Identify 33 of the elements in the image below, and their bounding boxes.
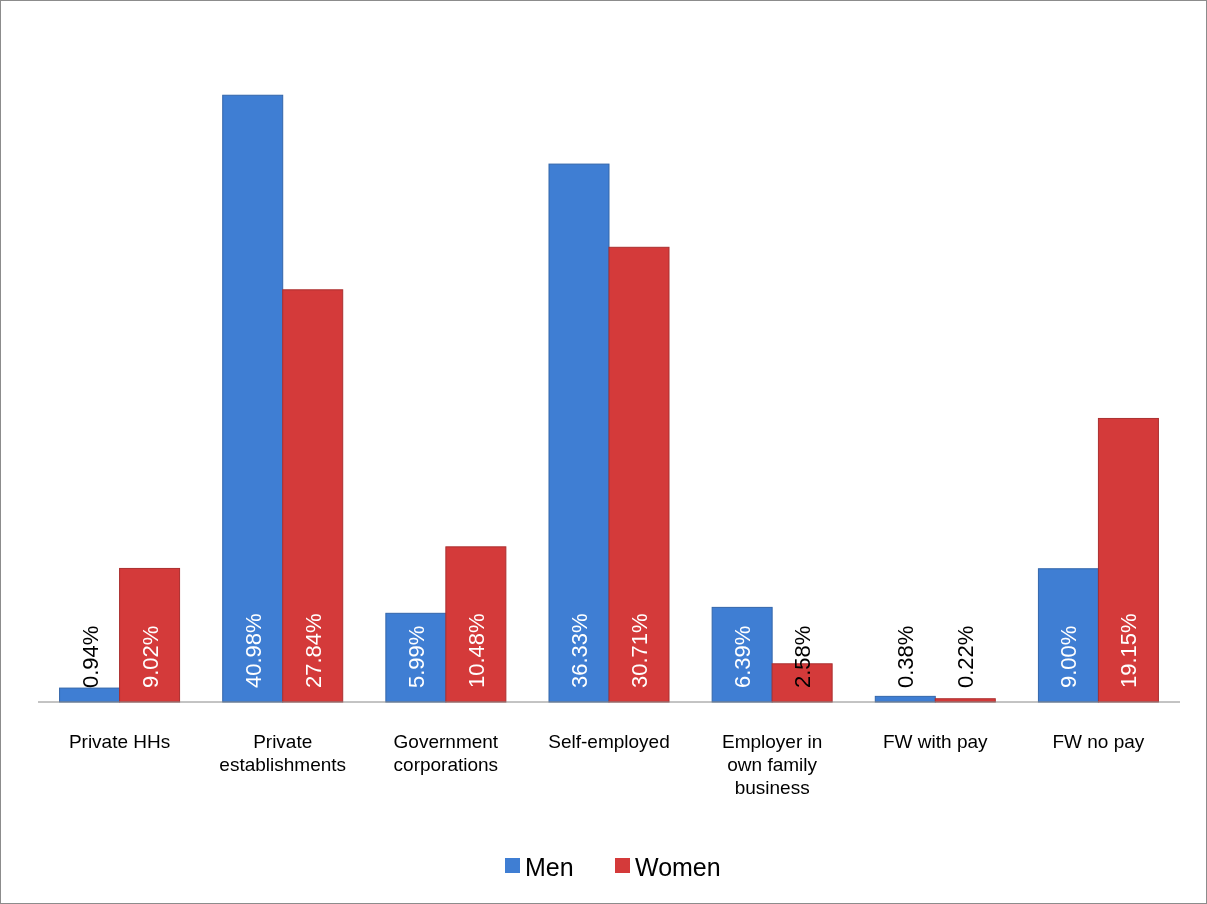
data-label: 40.98% (240, 613, 266, 688)
bar (282, 289, 344, 703)
data-label: 5.99% (403, 625, 429, 688)
bar (445, 546, 507, 703)
x-tick-label: Private HHs (68, 731, 171, 752)
data-label: 6.39% (730, 625, 756, 688)
x-tick-label: FW no pay (1052, 731, 1145, 752)
x-tick-label: Employer in own family business (721, 731, 823, 798)
bar (59, 687, 121, 703)
bar (711, 606, 773, 703)
x-tick-label: FW with pay (883, 731, 989, 752)
data-label: 0.22% (953, 625, 979, 688)
x-tick-label: Private establishments (219, 731, 347, 775)
data-label: 0.38% (893, 625, 919, 688)
data-label: 36.33% (567, 613, 592, 688)
data-label: 9.02% (137, 625, 163, 688)
data-label: 10.48% (463, 613, 489, 688)
bar (1097, 417, 1159, 703)
x-tick-label: Government corporations (393, 731, 499, 775)
bar (119, 567, 181, 703)
bar (608, 246, 670, 703)
data-label: 9.00% (1056, 625, 1082, 688)
x-tick-label: Self-employed (548, 731, 670, 752)
data-label: 30.71% (627, 613, 652, 688)
bar (1037, 568, 1099, 703)
data-label: 27.84% (300, 613, 326, 688)
data-label: 19.15% (1116, 613, 1142, 688)
data-label: 2.58% (790, 625, 816, 688)
legend-label: Women (635, 853, 721, 881)
legend-label: Men (525, 853, 574, 881)
bar (548, 163, 610, 703)
data-label: 0.94% (77, 625, 103, 688)
bar (222, 94, 284, 703)
